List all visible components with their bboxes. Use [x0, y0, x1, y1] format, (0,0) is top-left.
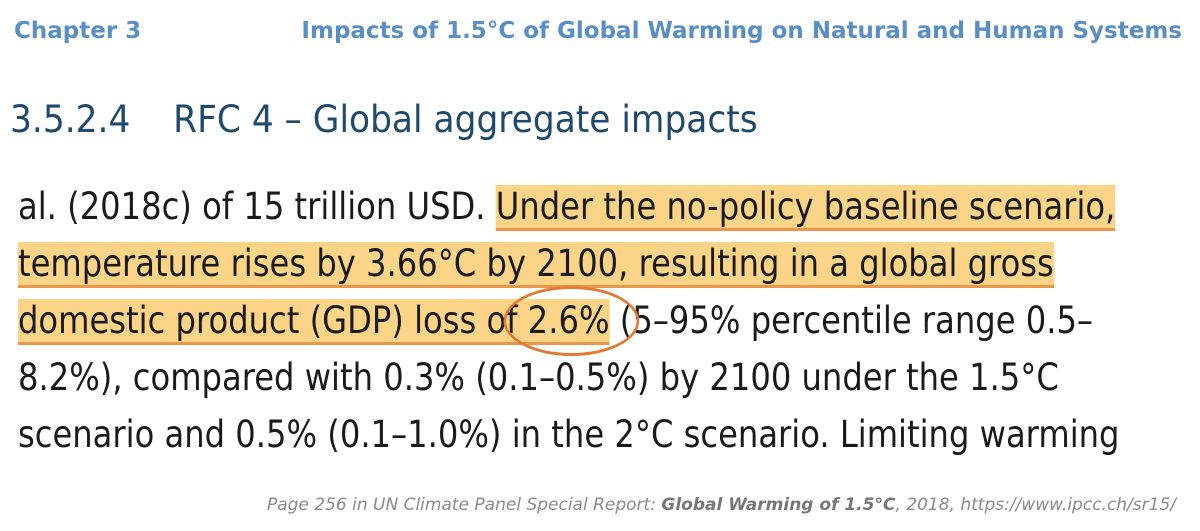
caption-prefix: Page 256 in UN Climate Panel Special Rep…: [266, 495, 662, 515]
chapter-label: Chapter 3: [14, 18, 142, 44]
text-line-3: domestic product (GDP) loss of 2.6% (5–9…: [18, 286, 1093, 356]
text-line-5: scenario and 0.5% (0.1–1.0%) in the 2°C …: [18, 413, 1120, 456]
gdp-loss-value: 2.6%: [503, 286, 640, 356]
highlighted-text-1: Under the no-policy baseline scenario,: [495, 185, 1116, 228]
gdp-loss-label: domestic product (GDP) loss of: [18, 299, 518, 342]
caption-report-title: Global Warming of 1.5°C: [661, 495, 896, 515]
gdp-loss-number: 2.6%: [527, 299, 610, 342]
body-paragraph: al. (2018c) of 15 trillion USD. Under th…: [18, 178, 1173, 463]
highlighted-text-3: domestic product (GDP) loss of 2.6%: [18, 286, 640, 356]
text-plain-1: al. (2018c) of 15 trillion USD.: [18, 185, 486, 228]
section-number: 3.5.2.4: [10, 98, 131, 141]
text-line-4: 8.2%), compared with 0.3% (0.1–0.5%) by …: [18, 356, 1059, 399]
source-caption: Page 256 in UN Climate Panel Special Rep…: [267, 495, 1176, 515]
chapter-title: Impacts of 1.5°C of Global Warming on Na…: [301, 18, 1182, 44]
text-line-1: al. (2018c) of 15 trillion USD. Under th…: [18, 178, 1116, 235]
section-heading: 3.5.2.4 RFC 4 – Global aggregate impacts: [10, 98, 758, 141]
section-title: RFC 4 – Global aggregate impacts: [173, 98, 758, 141]
text-plain-3: (5–95% percentile range 0.5–: [619, 299, 1094, 342]
caption-suffix: , 2018, https://www.ipcc.ch/sr15/: [895, 495, 1176, 515]
text-line-2: temperature rises by 3.66°C by 2100, res…: [18, 235, 1054, 292]
highlighted-text-2: temperature rises by 3.66°C by 2100, res…: [18, 242, 1054, 285]
